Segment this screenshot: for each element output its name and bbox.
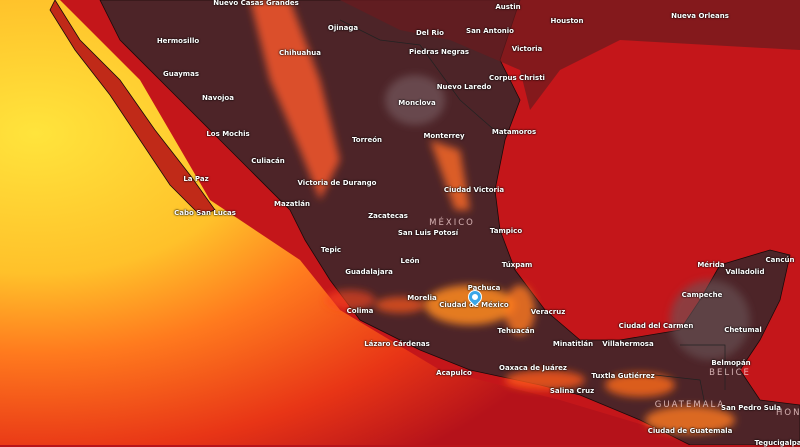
city-label-del-rio[interactable]: Del Rio <box>416 29 444 37</box>
country-label-hond: HOND <box>776 408 800 418</box>
city-label-ciudad-del-carmen[interactable]: Ciudad del Carmen <box>618 322 694 330</box>
city-label-lazaro-cardenas[interactable]: Lázaro Cárdenas <box>364 340 430 348</box>
city-label-monclova[interactable]: Monclova <box>398 99 436 107</box>
city-label-ciudad-victoria[interactable]: Ciudad Victoria <box>443 186 505 194</box>
city-label-nuevo-laredo[interactable]: Nuevo Laredo <box>436 83 492 91</box>
city-label-minatitlan[interactable]: Minatitlán <box>552 340 594 348</box>
country-label-guatemala: GUATEMALA <box>654 400 726 410</box>
city-label-hermosillo[interactable]: Hermosillo <box>156 37 200 45</box>
city-label-victoria[interactable]: Victoria <box>511 45 543 53</box>
city-label-torreon[interactable]: Torreón <box>351 136 383 144</box>
city-label-corpus-christi[interactable]: Corpus Christi <box>489 74 545 82</box>
city-label-tegucigalpa[interactable]: Tegucigalpa <box>754 439 800 447</box>
city-label-ojinaga[interactable]: Ojinaga <box>327 24 359 32</box>
city-label-guaymas[interactable]: Guaymas <box>163 70 199 78</box>
city-label-tepic[interactable]: Tepic <box>320 246 342 254</box>
city-label-veracruz[interactable]: Veracruz <box>530 308 566 316</box>
city-label-matamoros[interactable]: Matamoros <box>491 128 537 136</box>
land-mainland <box>99 0 800 445</box>
baja-california <box>49 0 216 216</box>
city-label-los-mochis[interactable]: Los Mochis <box>206 130 250 138</box>
heat-hotspots <box>250 0 750 434</box>
city-label-piedras-negras[interactable]: Piedras Negras <box>408 48 470 56</box>
city-label-monterrey[interactable]: Monterrey <box>423 132 465 140</box>
city-label-campeche[interactable]: Campeche <box>681 291 723 299</box>
city-label-mazatlan[interactable]: Mazatlán <box>274 200 310 208</box>
city-label-cancun[interactable]: Cancún <box>765 256 795 264</box>
city-label-colima[interactable]: Colima <box>346 307 374 315</box>
city-label-cabo-san-lucas[interactable]: Cabo San Lucas <box>174 209 236 217</box>
city-label-merida[interactable]: Mérida <box>697 261 725 269</box>
city-label-nueva-orleans[interactable]: Nueva Orleans <box>671 12 729 20</box>
city-label-valladolid[interactable]: Valladolid <box>725 268 765 276</box>
city-label-belmopan[interactable]: Belmopán <box>711 359 751 367</box>
city-label-acapulco[interactable]: Acapulco <box>436 369 472 377</box>
city-label-oaxaca-de-juarez[interactable]: Oaxaca de Juárez <box>498 364 568 372</box>
city-label-pachuca[interactable]: Pachuca <box>467 284 501 292</box>
city-label-tuxpam[interactable]: Túxpam <box>501 261 533 269</box>
city-label-zacatecas[interactable]: Zacatecas <box>368 212 408 220</box>
country-label-mexico: MÉXICO <box>429 218 475 228</box>
country-label-belice: BELICE <box>709 368 751 378</box>
city-label-morelia[interactable]: Morelia <box>407 294 437 302</box>
city-label-guadalajara[interactable]: Guadalajara <box>345 268 393 276</box>
city-label-leon[interactable]: León <box>400 257 420 265</box>
city-label-tuxtla-gutierrez[interactable]: Tuxtla Gutiérrez <box>591 372 655 380</box>
city-label-salina-cruz[interactable]: Salina Cruz <box>549 387 595 395</box>
city-label-tampico[interactable]: Tampico <box>489 227 523 235</box>
usa-south <box>340 0 800 110</box>
city-label-austin[interactable]: Austin <box>495 3 521 11</box>
city-label-la-paz[interactable]: La Paz <box>183 175 209 183</box>
city-label-san-luis-potosi[interactable]: San Luis Potosí <box>397 229 459 237</box>
pacific-ocean <box>0 0 700 445</box>
city-label-chetumal[interactable]: Chetumal <box>724 326 762 334</box>
city-label-culiacan[interactable]: Culiacán <box>251 157 285 165</box>
city-label-chihuahua[interactable]: Chihuahua <box>279 49 321 57</box>
city-label-ciudad-de-guatemala[interactable]: Ciudad de Guatemala <box>647 427 733 435</box>
city-label-victoria-de-durango[interactable]: Victoria de Durango <box>297 179 377 187</box>
city-label-villahermosa[interactable]: Villahermosa <box>602 340 654 348</box>
city-label-nuevo-casas-grandes[interactable]: Nuevo Casas Grandes <box>213 0 299 7</box>
city-label-san-antonio[interactable]: San Antonio <box>466 27 514 35</box>
city-label-houston[interactable]: Houston <box>550 17 584 25</box>
city-label-tehuacan[interactable]: Tehuacán <box>497 327 535 335</box>
border-lines <box>339 19 726 406</box>
city-label-navojoa[interactable]: Navojoa <box>202 94 234 102</box>
city-label-san-pedro-sula[interactable]: San Pedro Sula <box>721 404 781 412</box>
